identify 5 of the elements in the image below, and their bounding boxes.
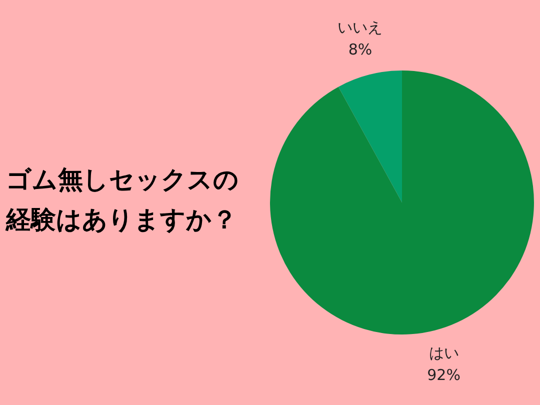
data-label: 8% [348,40,372,59]
text: ゴム無しセックスの経験はありますか？ [6,164,240,236]
slice-label: いいえ [338,18,383,37]
data-label: 92% [427,366,460,384]
slice-label: はい [428,344,459,362]
